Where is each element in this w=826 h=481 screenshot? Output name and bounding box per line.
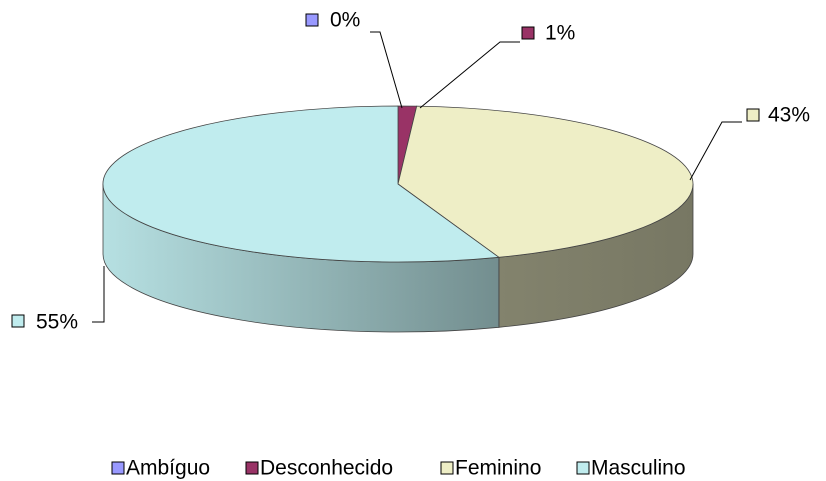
legend-key bbox=[440, 461, 454, 475]
pie-slice bbox=[397, 105, 694, 258]
legend-key bbox=[245, 461, 259, 475]
data-label: 43% bbox=[768, 104, 810, 127]
data-label: 0% bbox=[330, 9, 360, 32]
legend-key bbox=[111, 461, 125, 475]
label-key bbox=[746, 108, 760, 122]
legend-label: Desconhecido bbox=[260, 457, 393, 480]
legend-label: Feminino bbox=[455, 457, 541, 480]
leader-line bbox=[92, 266, 105, 323]
legend-label: Ambíguo bbox=[126, 457, 210, 480]
leader-line bbox=[419, 41, 520, 109]
label-key bbox=[521, 26, 535, 40]
pie-slice bbox=[102, 105, 500, 263]
label-key bbox=[305, 13, 319, 27]
leader-line bbox=[689, 121, 742, 181]
leader-line bbox=[370, 31, 403, 109]
legend-key bbox=[576, 461, 590, 475]
data-label: 1% bbox=[545, 22, 575, 45]
data-label: 55% bbox=[36, 311, 78, 334]
label-key bbox=[11, 314, 25, 328]
legend-label: Masculino bbox=[591, 457, 686, 480]
